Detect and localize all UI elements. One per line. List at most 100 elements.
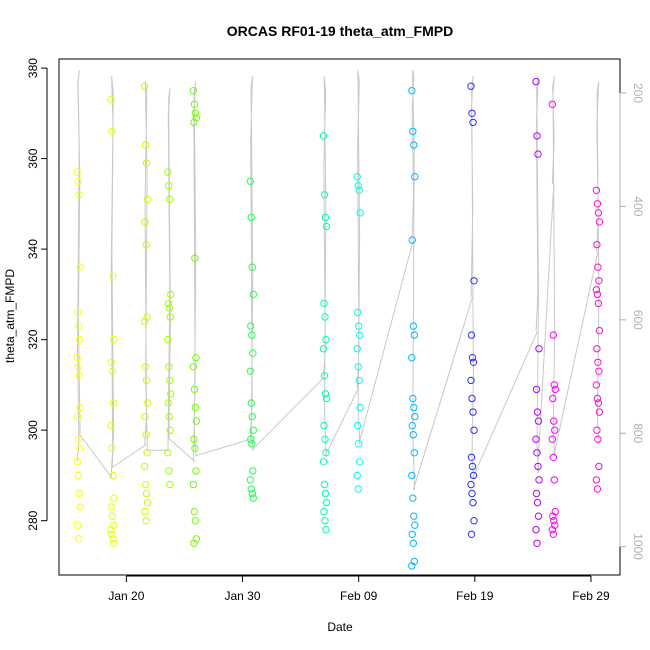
data-point (320, 421, 328, 430)
data-point (411, 173, 419, 181)
data-point (470, 426, 478, 434)
data-point (408, 562, 416, 570)
data-point (535, 476, 543, 484)
data-point (166, 426, 175, 434)
pressure-connector-9 (412, 297, 473, 491)
data-point (76, 503, 84, 511)
data-point (467, 376, 475, 385)
data-point (75, 535, 83, 543)
y-tick-label: 280 (26, 510, 40, 530)
data-point (320, 299, 328, 308)
data-point (549, 394, 557, 403)
data-point (355, 322, 363, 330)
data-point (355, 440, 363, 448)
data-point (109, 399, 118, 407)
data-point (190, 118, 198, 127)
data-point (469, 118, 477, 127)
pressure-connector-2 (112, 444, 147, 468)
pressure-connector-10 (472, 330, 538, 479)
data-point (76, 263, 84, 271)
data-point (74, 308, 82, 317)
data-point (551, 385, 559, 394)
chart-title: ORCAS RF01-19 theta_atm_FMPD (227, 23, 453, 39)
data-point (409, 431, 417, 439)
data-point (594, 435, 602, 443)
data-point (75, 489, 83, 498)
data-point (74, 471, 82, 480)
data-point (469, 358, 478, 366)
data-point (410, 512, 418, 520)
data-point (353, 173, 361, 181)
data-point (593, 426, 601, 434)
data-point (534, 417, 543, 425)
data-point (165, 467, 173, 475)
data-point (535, 345, 543, 353)
data-point (109, 272, 117, 280)
data-point (593, 394, 602, 403)
data-point (248, 440, 256, 448)
data-point (410, 331, 418, 339)
data-point (141, 363, 150, 371)
data-point (595, 462, 603, 471)
data-point (247, 435, 255, 443)
y-axis-label: theta_atm_FMPD (3, 269, 17, 363)
data-point (75, 191, 83, 199)
data-point (354, 308, 362, 317)
data-point (141, 412, 149, 421)
data-point (409, 494, 417, 502)
data-point (322, 222, 331, 231)
data-point (549, 331, 557, 339)
data-point (320, 372, 329, 380)
data-point (320, 507, 328, 516)
data-point (595, 408, 604, 416)
data-point (141, 141, 150, 149)
data-point (408, 421, 416, 430)
data-point (355, 186, 363, 195)
data-point (142, 489, 151, 498)
data-point (467, 82, 475, 90)
data-point (408, 87, 416, 95)
data-point (469, 408, 477, 416)
data-point (532, 526, 540, 534)
data-point (191, 403, 200, 412)
data-point (550, 381, 558, 389)
data-point (319, 345, 328, 353)
x-tick-label: Feb 09 (340, 589, 378, 603)
pressure-trace-2 (110, 75, 115, 479)
data-point (110, 335, 118, 344)
data-point (248, 412, 257, 421)
data-point (549, 453, 557, 461)
data-point (409, 322, 417, 330)
data-point (533, 449, 541, 457)
axes: 280 300 320 340 360 380 Jan 20 Jan 30 Feb 09 Feb … (26, 58, 645, 603)
right-tick-label: 1000 (631, 533, 645, 560)
data-point (532, 489, 541, 498)
data-point (469, 471, 478, 480)
y-tick-label: 320 (26, 329, 40, 349)
data-point (594, 399, 603, 407)
data-point (107, 421, 115, 430)
data-point (167, 390, 175, 398)
x-tick-label: Feb 29 (572, 589, 610, 603)
data-point (108, 367, 117, 375)
data-point (108, 444, 116, 452)
data-point (322, 526, 330, 534)
data-point (354, 485, 362, 493)
data-point (109, 471, 117, 480)
data-point (595, 326, 604, 335)
data-point (247, 399, 256, 407)
data-point (164, 168, 172, 176)
data-point (107, 526, 115, 534)
data-point (550, 517, 558, 525)
data-point (110, 494, 118, 502)
y-tick-label: 360 (26, 148, 40, 168)
data-point (143, 195, 152, 204)
data-point (594, 263, 602, 271)
data-point (592, 381, 601, 389)
right-tick-label: 200 (631, 83, 645, 103)
data-point (73, 168, 81, 176)
data-point (75, 322, 83, 330)
data-point (107, 96, 115, 104)
data-point (468, 394, 476, 403)
data-point (142, 517, 150, 525)
